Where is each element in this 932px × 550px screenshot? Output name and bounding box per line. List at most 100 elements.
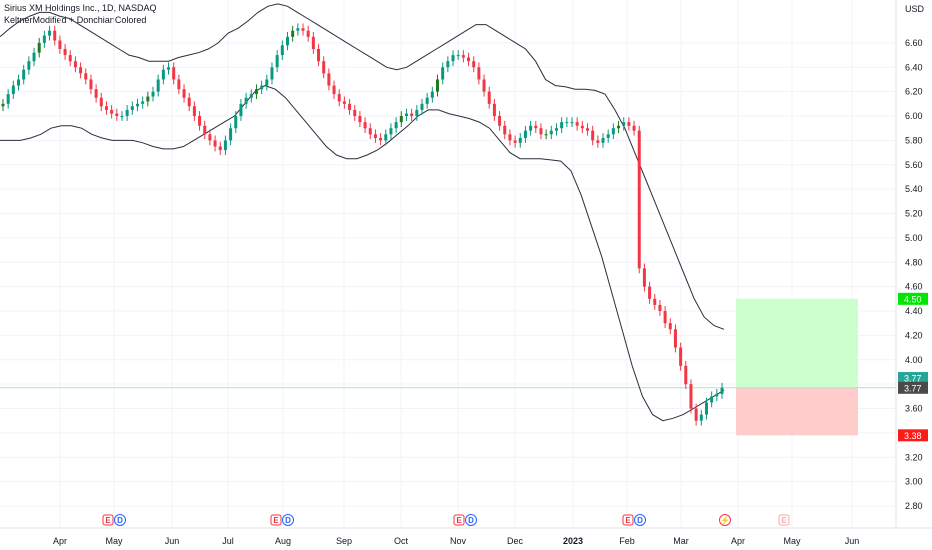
time-tick-label: Sep: [336, 536, 352, 546]
price-tick-label: 6.40: [905, 62, 923, 72]
candle-body: [410, 113, 414, 117]
candle-body: [668, 323, 672, 330]
candle-body: [172, 67, 176, 80]
candle-body: [146, 96, 150, 102]
time-tick-label: Dec: [507, 536, 524, 546]
candle-body: [498, 116, 502, 126]
earnings-marker: [778, 514, 790, 526]
earnings-marker-label: E: [105, 516, 111, 525]
candle-body: [32, 52, 36, 62]
price-tick-label: 6.60: [905, 38, 923, 48]
time-tick-label: Jun: [845, 536, 860, 546]
candle-body: [684, 365, 688, 385]
candle-body: [544, 134, 548, 136]
candle-body: [379, 137, 383, 141]
time-tick-label: Jun: [165, 536, 180, 546]
price-axis-unit: USD: [905, 4, 925, 14]
candle-body: [229, 128, 233, 141]
dividend-marker-label: D: [468, 516, 474, 525]
candle-body: [694, 408, 698, 421]
price-axis[interactable]: USD 6.60 6.40 6.20 6.00 5.80 5.60 5.40 5.20 5.00 4…: [895, 0, 928, 528]
candle-body: [301, 28, 305, 31]
candle-body: [508, 134, 512, 141]
candle-body: [441, 67, 445, 80]
time-tick-label: Aug: [275, 536, 291, 546]
candle-body: [373, 134, 377, 138]
candle-body: [58, 40, 62, 49]
candle-body: [203, 125, 207, 135]
event-markers[interactable]: E D E D E D E D ⚡ E: [102, 514, 790, 526]
time-tick-label: May: [105, 536, 123, 546]
candle-body: [167, 67, 171, 70]
last-price-badge: 3.77: [904, 374, 922, 384]
candle-body: [642, 268, 646, 287]
price-tick-label: 5.20: [905, 209, 923, 219]
candle-body: [249, 94, 253, 98]
candle-body: [637, 130, 641, 269]
time-tick-label: Jul: [222, 536, 234, 546]
candle-body: [523, 130, 527, 138]
candle-body: [275, 55, 279, 68]
stop-price-badge: 3.38: [904, 431, 922, 441]
candle-body: [234, 116, 238, 129]
candle-body: [549, 130, 553, 135]
time-axis[interactable]: Apr May Jun Jul Aug Sep Oct Nov Dec 2023 Feb Mar Apr…: [0, 527, 932, 546]
candle-body: [244, 97, 248, 104]
candle-body: [363, 122, 367, 129]
candle-body: [591, 130, 595, 141]
chart-title: Sirius XM Holdings Inc., 1D, NASDAQ: [4, 3, 157, 13]
candle-body: [125, 109, 129, 117]
candle-body: [368, 128, 372, 135]
candle-body: [586, 128, 590, 131]
candle-body: [63, 49, 67, 56]
candle-body: [384, 134, 388, 141]
candle-body: [342, 101, 346, 104]
earnings-marker: [622, 514, 634, 526]
dividend-marker-label: D: [637, 516, 643, 525]
candle-body: [22, 69, 26, 80]
candle-body: [513, 140, 517, 143]
candle-body: [554, 128, 558, 131]
target-price-badge-bg: [898, 292, 928, 305]
indicator-legend[interactable]: KeltnerModified + DonchianColored: [4, 15, 147, 25]
price-tick-label: 4.00: [905, 355, 923, 365]
candle-body: [704, 402, 708, 415]
candles: [1, 23, 724, 426]
candle-body: [322, 61, 326, 74]
candle-body: [161, 69, 165, 80]
candle-body: [477, 67, 481, 80]
price-tick-label: 6.00: [905, 111, 923, 121]
candle-body: [715, 393, 719, 397]
dividend-marker: [282, 514, 294, 526]
candle-body: [575, 122, 579, 126]
price-tick-label: 4.80: [905, 257, 923, 267]
candle-body: [130, 106, 134, 110]
price-tick-label: 3.20: [905, 452, 923, 462]
candle-body: [68, 55, 72, 62]
position-zones[interactable]: [0, 298, 896, 436]
earnings-marker: [270, 514, 282, 526]
candle-body: [110, 109, 114, 114]
price-tick-label: 5.60: [905, 160, 923, 170]
candle-body: [348, 103, 352, 110]
candle-body: [492, 103, 496, 117]
candle-body: [487, 91, 491, 104]
candle-body: [658, 304, 662, 312]
keltner-bands: [0, 3, 725, 422]
price-tick-label: 6.20: [905, 87, 923, 97]
price-tick-label: 4.40: [905, 306, 923, 316]
candle-body: [280, 45, 284, 56]
target-zone: [736, 298, 858, 388]
candle-body: [192, 106, 196, 117]
dividend-marker: [634, 514, 646, 526]
candle-body: [389, 128, 393, 135]
dividend-marker: [114, 514, 126, 526]
time-tick-label: May: [783, 536, 801, 546]
dividend-marker-label: D: [285, 516, 291, 525]
candle-body: [404, 113, 408, 117]
candle-body: [601, 137, 605, 143]
candle-body: [156, 79, 160, 92]
candle-body: [420, 103, 424, 110]
candle-body: [337, 94, 341, 102]
